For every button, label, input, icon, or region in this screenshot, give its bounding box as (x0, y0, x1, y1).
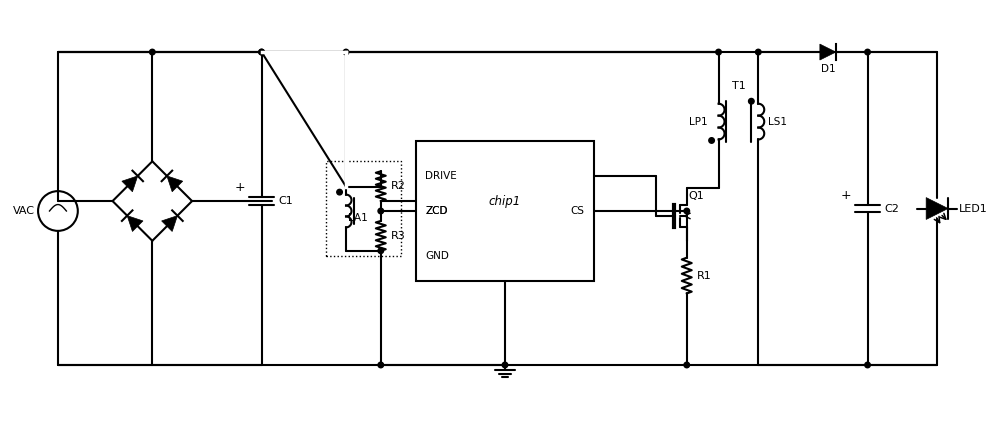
Polygon shape (926, 197, 948, 219)
Text: LA1: LA1 (348, 213, 368, 223)
Text: R3: R3 (391, 231, 405, 241)
Text: R1: R1 (697, 271, 711, 280)
Text: C1: C1 (278, 196, 293, 206)
Circle shape (378, 248, 384, 253)
Circle shape (709, 138, 714, 143)
Circle shape (378, 208, 384, 214)
Text: C2: C2 (884, 203, 899, 213)
Text: LP1: LP1 (689, 117, 708, 127)
Text: +: + (841, 189, 852, 202)
Bar (416, 141, 594, 280)
Circle shape (150, 49, 155, 55)
Polygon shape (167, 176, 183, 192)
Polygon shape (162, 216, 177, 232)
Circle shape (684, 362, 690, 368)
Circle shape (749, 99, 754, 104)
Text: LED1: LED1 (959, 203, 988, 213)
Circle shape (378, 362, 384, 368)
Circle shape (337, 189, 342, 195)
Text: GND: GND (425, 250, 449, 261)
Text: D1: D1 (821, 64, 835, 74)
Polygon shape (127, 216, 143, 232)
Circle shape (684, 208, 690, 214)
Text: R2: R2 (391, 181, 406, 191)
Circle shape (716, 49, 721, 55)
Text: Q1: Q1 (689, 191, 704, 201)
Circle shape (259, 49, 264, 55)
Text: CS: CS (570, 206, 584, 216)
Circle shape (865, 362, 870, 368)
Text: chip1: chip1 (489, 195, 521, 208)
Circle shape (756, 49, 761, 55)
Polygon shape (820, 44, 836, 60)
Text: ZCD: ZCD (425, 206, 448, 216)
Text: DRIVE: DRIVE (425, 171, 457, 181)
Circle shape (502, 362, 508, 368)
Text: VAC: VAC (13, 206, 35, 216)
Text: +: + (235, 181, 246, 195)
Text: LS1: LS1 (768, 117, 787, 127)
Polygon shape (122, 176, 138, 192)
Text: T1: T1 (732, 81, 745, 91)
Bar (326, 161, 401, 256)
Text: ZCD: ZCD (425, 206, 448, 216)
Circle shape (259, 49, 264, 55)
Circle shape (343, 49, 349, 55)
Circle shape (865, 49, 870, 55)
